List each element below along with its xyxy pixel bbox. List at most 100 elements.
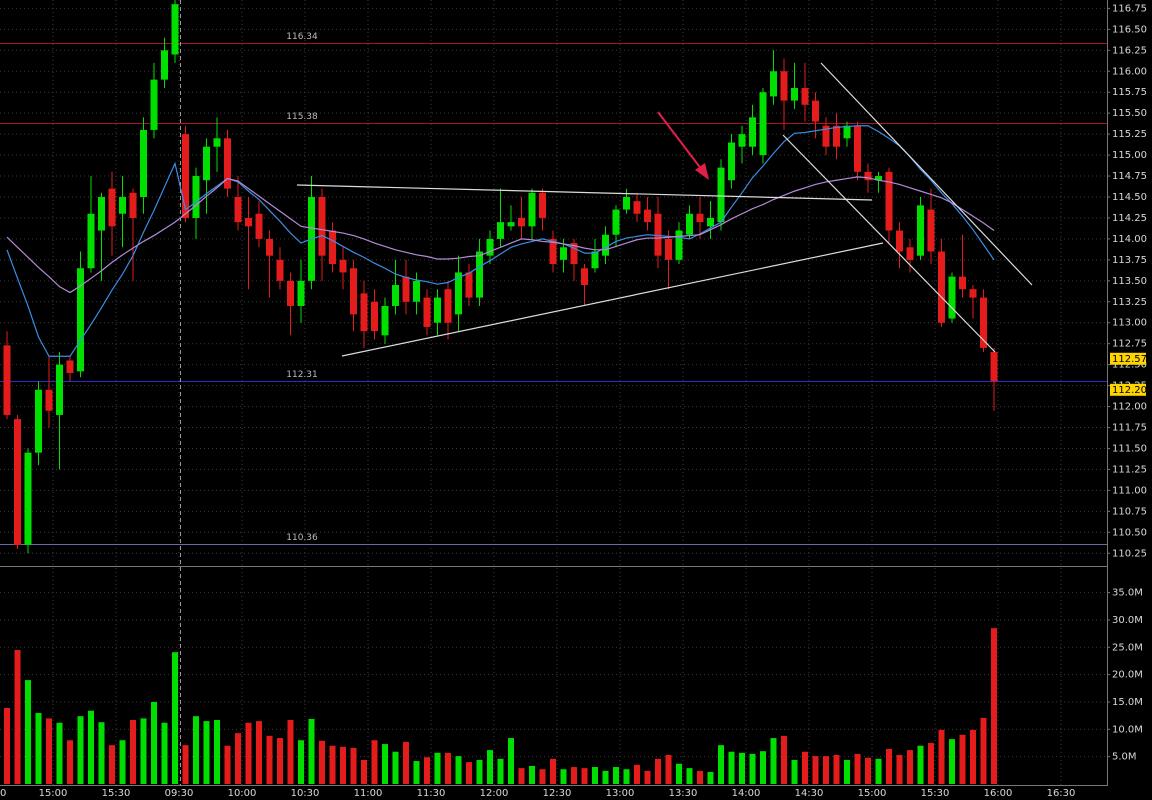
volume-bar — [592, 767, 598, 784]
candle-body — [66, 360, 74, 374]
x-tick-label: 10:00 — [228, 788, 257, 799]
candle-body — [56, 364, 63, 415]
y-tick-label: 35.0M — [1112, 588, 1143, 599]
y-tick-label: 110.50 — [1112, 527, 1147, 538]
candle-body — [822, 125, 830, 147]
volume-bar — [235, 733, 241, 784]
y-tick-label: 114.50 — [1112, 192, 1147, 203]
x-tick-label: 13:00 — [606, 788, 635, 799]
candle-body — [591, 251, 599, 269]
x-tick-label: 16:00 — [984, 788, 1013, 799]
candle-body — [938, 251, 945, 323]
volume-bar — [319, 740, 325, 784]
volume-bar — [109, 745, 115, 784]
volume-pane — [4, 628, 997, 784]
candle-body — [497, 222, 504, 239]
volume-bar — [497, 758, 504, 784]
volume-bar — [329, 745, 336, 784]
y-tick-label: 113.50 — [1112, 276, 1147, 287]
volume-bar — [256, 721, 262, 784]
candle-body — [791, 88, 798, 101]
candle-body — [77, 268, 84, 372]
candle-body — [182, 134, 189, 218]
candle-body — [969, 289, 977, 298]
volume-bar — [550, 758, 556, 784]
x-tick-label: 12:00 — [480, 788, 509, 799]
y-tick-label: 116.50 — [1112, 24, 1147, 35]
volume-bar — [980, 717, 987, 784]
candle-body — [35, 389, 42, 453]
volume-bar — [308, 718, 315, 784]
volume-bar — [833, 755, 840, 784]
grid — [0, 0, 1107, 785]
volume-bar — [686, 768, 693, 784]
y-tick-label: 116.75 — [1112, 3, 1147, 14]
volume-bar — [361, 759, 367, 784]
volume-bar — [676, 763, 682, 784]
candle-body — [14, 419, 21, 545]
volume-bar — [613, 767, 619, 784]
y-tick-label: 25.0M — [1112, 642, 1143, 653]
volume-bar — [25, 680, 31, 784]
candle-body — [266, 238, 273, 256]
volume-bar — [455, 756, 462, 784]
candle-body — [801, 88, 809, 105]
y-tick-label: 30.0M — [1112, 615, 1143, 626]
x-tick-label: 13:30 — [669, 788, 698, 799]
candle-body — [476, 251, 483, 298]
y-tick-label: 112.00 — [1112, 402, 1147, 413]
candle-body — [759, 92, 767, 156]
candle-body — [518, 217, 525, 227]
volume-bar — [896, 755, 903, 784]
y-tick-label: 110.25 — [1112, 548, 1147, 559]
volume-bar — [728, 751, 735, 784]
volume-bar — [602, 770, 609, 784]
candle-body — [864, 171, 872, 181]
candle-body — [917, 205, 924, 256]
y-tick-label: 111.25 — [1112, 464, 1147, 475]
volume-bar — [949, 739, 955, 784]
candle-body — [749, 117, 756, 147]
volume-bar — [760, 751, 766, 784]
price-tag — [1110, 352, 1146, 365]
y-tick-label: 20.0M — [1112, 670, 1143, 681]
candle-body — [812, 100, 819, 122]
candle-body — [885, 171, 893, 231]
volume-bar — [865, 757, 871, 784]
volume-bar — [140, 718, 147, 784]
y-tick-label: 111.50 — [1112, 443, 1147, 454]
candle-body — [203, 146, 210, 181]
volume-bar — [298, 740, 304, 784]
candle-body — [581, 268, 588, 286]
candle-body — [150, 79, 158, 130]
x-tick-label: 14:00 — [732, 788, 761, 799]
candle-body — [465, 272, 473, 298]
candle-body — [528, 192, 536, 227]
candle-body — [339, 259, 347, 273]
volume-bar — [56, 722, 63, 784]
volume-bar — [581, 768, 588, 784]
volume-bar — [991, 628, 997, 784]
volume-bar — [445, 752, 451, 784]
y-tick-label: 10.0M — [1112, 724, 1143, 735]
candle-body — [623, 196, 630, 210]
candle-body — [287, 280, 294, 306]
y-tick-label: 110.75 — [1112, 506, 1147, 517]
candle-body — [654, 213, 662, 256]
candle-body — [696, 213, 704, 223]
volume-bar — [739, 752, 745, 784]
volume-bar — [886, 749, 892, 784]
candle-body — [570, 243, 578, 265]
y-tick-label: 114.25 — [1112, 213, 1147, 224]
candle-body — [444, 289, 452, 323]
volume-bar — [644, 770, 651, 784]
volume-bar — [770, 738, 777, 784]
candle-body — [255, 213, 263, 239]
volume-bar — [14, 650, 21, 784]
x-tick-label: 0 — [0, 788, 6, 799]
candle-body — [140, 129, 147, 197]
volume-bar — [287, 720, 294, 784]
candle-body — [434, 297, 441, 323]
